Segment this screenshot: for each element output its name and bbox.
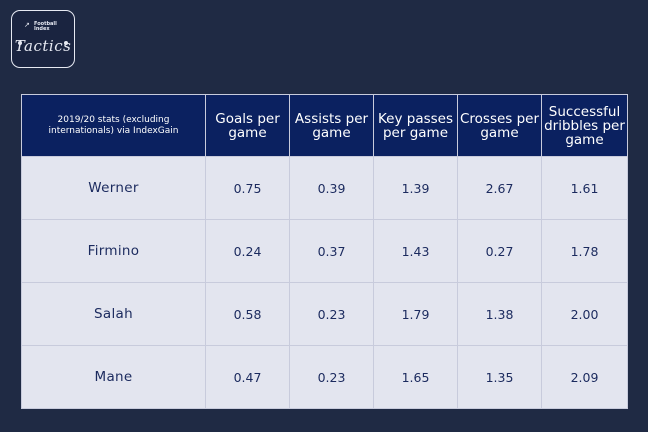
player-stats-table: 2019/20 stats (excluding internationals)… bbox=[21, 94, 628, 409]
trend-arrow-icon: ↗ bbox=[24, 21, 30, 29]
table-row: Werner 0.75 0.39 1.39 2.67 1.61 bbox=[21, 156, 628, 220]
dribbles-value: 2.09 bbox=[541, 345, 628, 409]
player-name: Mane bbox=[21, 345, 206, 409]
football-index-tactics-logo: ↗ Football Index Tactics bbox=[11, 10, 75, 68]
table-row: Firmino 0.24 0.37 1.43 0.27 1.78 bbox=[21, 219, 628, 283]
header-cell-source: 2019/20 stats (excluding internationals)… bbox=[21, 94, 206, 157]
key-passes-value: 1.39 bbox=[373, 156, 458, 220]
dribbles-value: 1.78 bbox=[541, 219, 628, 283]
header-cell-goals: Goals per game bbox=[205, 94, 290, 157]
assists-value: 0.39 bbox=[289, 156, 374, 220]
goals-value: 0.75 bbox=[205, 156, 290, 220]
logo-line-2: Index bbox=[34, 26, 50, 32]
dribbles-value: 2.00 bbox=[541, 282, 628, 346]
dribbles-value: 1.61 bbox=[541, 156, 628, 220]
table-row: Mane 0.47 0.23 1.65 1.35 2.09 bbox=[21, 345, 628, 409]
logo-dot-left bbox=[18, 41, 22, 45]
header-cell-assists: Assists per game bbox=[289, 94, 374, 157]
key-passes-value: 1.43 bbox=[373, 219, 458, 283]
logo-brand-text: Football Index bbox=[26, 22, 66, 32]
assists-value: 0.23 bbox=[289, 282, 374, 346]
player-name: Salah bbox=[21, 282, 206, 346]
crosses-value: 1.38 bbox=[457, 282, 542, 346]
player-name: Werner bbox=[21, 156, 206, 220]
goals-value: 0.58 bbox=[205, 282, 290, 346]
logo-wordmark: Tactics bbox=[14, 37, 72, 55]
assists-value: 0.23 bbox=[289, 345, 374, 409]
goals-value: 0.24 bbox=[205, 219, 290, 283]
key-passes-value: 1.79 bbox=[373, 282, 458, 346]
logo-dot-right bbox=[64, 41, 68, 45]
crosses-value: 2.67 bbox=[457, 156, 542, 220]
goals-value: 0.47 bbox=[205, 345, 290, 409]
assists-value: 0.37 bbox=[289, 219, 374, 283]
player-name: Firmino bbox=[21, 219, 206, 283]
logo-line-1: Football bbox=[34, 21, 57, 27]
header-cell-key-passes: Key passes per game bbox=[373, 94, 458, 157]
header-cell-crosses: Crosses per game bbox=[457, 94, 542, 157]
crosses-value: 1.35 bbox=[457, 345, 542, 409]
table-row: Salah 0.58 0.23 1.79 1.38 2.00 bbox=[21, 282, 628, 346]
key-passes-value: 1.65 bbox=[373, 345, 458, 409]
header-cell-dribbles: Successful dribbles per game bbox=[541, 94, 628, 157]
crosses-value: 0.27 bbox=[457, 219, 542, 283]
header-row: 2019/20 stats (excluding internationals)… bbox=[21, 94, 628, 157]
